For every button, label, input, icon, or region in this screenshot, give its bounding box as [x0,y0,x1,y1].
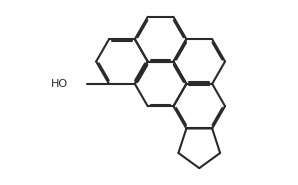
Text: HO: HO [51,79,68,89]
